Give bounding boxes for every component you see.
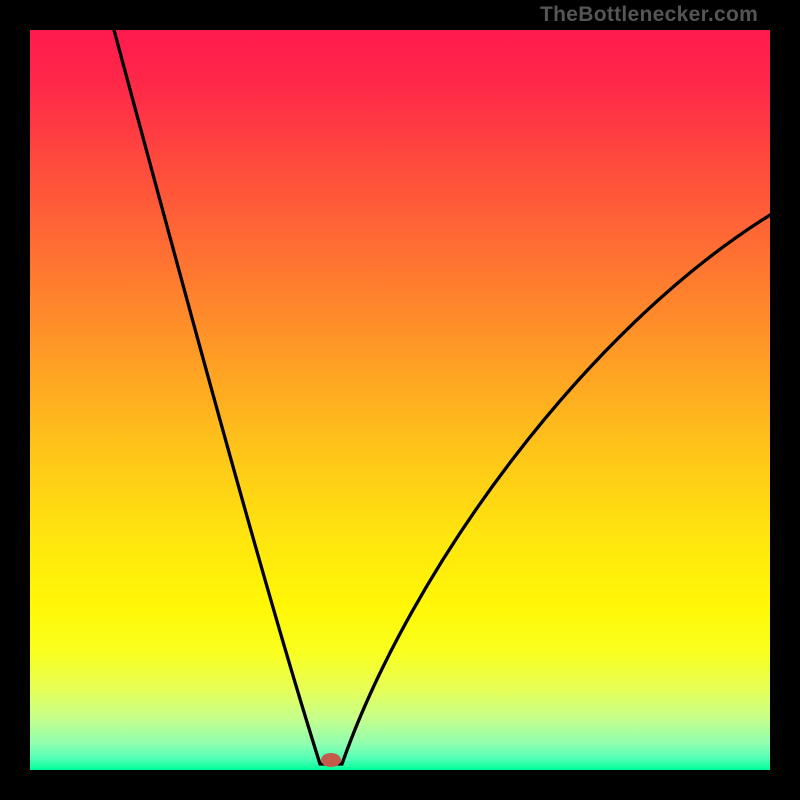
watermark-text: TheBottlenecker.com bbox=[540, 3, 758, 27]
bottleneck-curve bbox=[114, 30, 770, 764]
chart-svg bbox=[30, 30, 770, 770]
plot-area bbox=[30, 30, 770, 770]
valley-marker bbox=[321, 753, 341, 767]
